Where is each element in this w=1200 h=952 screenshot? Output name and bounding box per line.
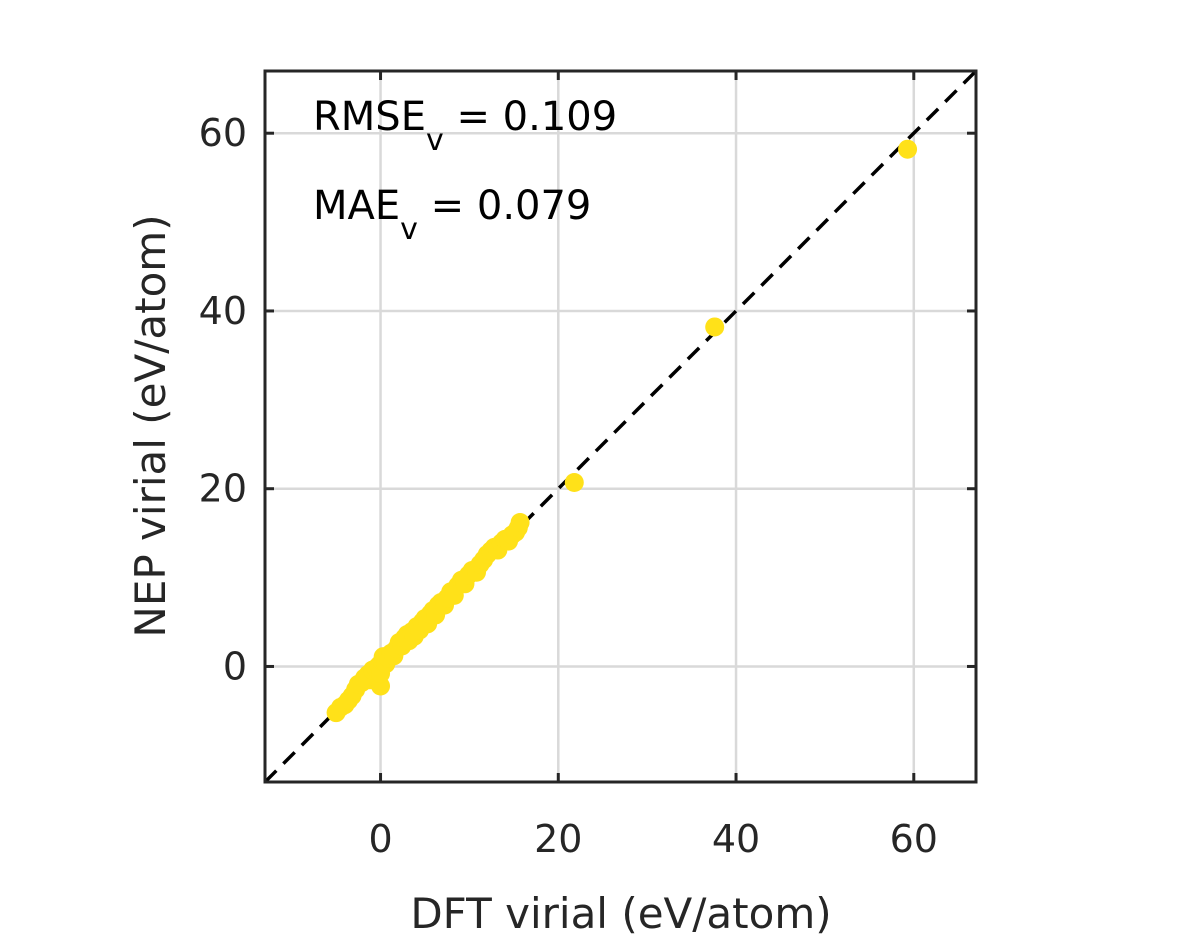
mae-value: = 0.079 (418, 183, 591, 229)
rmse-label: RMSE (313, 94, 426, 140)
mae-annotation: MAEv = 0.079 (313, 183, 591, 247)
x-tick-label: 0 (368, 817, 392, 861)
mae-subscript: v (400, 212, 418, 247)
data-points (326, 139, 918, 723)
y-tick-label: 60 (199, 111, 247, 155)
x-axis-label: DFT virial (eV/atom) (410, 889, 831, 938)
x-tick-label: 60 (890, 817, 938, 861)
tick-labels: 0 20 40 60 0 20 40 60 (199, 111, 938, 861)
data-point (705, 317, 725, 337)
y-axis-label: NEP virial (eV/atom) (126, 214, 175, 637)
y-tick-label: 0 (223, 644, 247, 688)
y-tick-label: 40 (199, 289, 247, 333)
rmse-annotation: RMSEv = 0.109 (313, 94, 617, 158)
data-point (510, 512, 530, 532)
x-tick-label: 20 (534, 817, 582, 861)
axes-frame (263, 69, 978, 784)
mae-label: MAE (313, 183, 400, 229)
rmse-value: = 0.109 (444, 94, 617, 140)
rmse-subscript: v (426, 123, 444, 158)
data-point (564, 472, 584, 492)
x-tick-label: 40 (712, 817, 760, 861)
y-tick-label: 20 (199, 467, 247, 511)
data-point (898, 139, 918, 159)
axes-box (263, 69, 978, 784)
